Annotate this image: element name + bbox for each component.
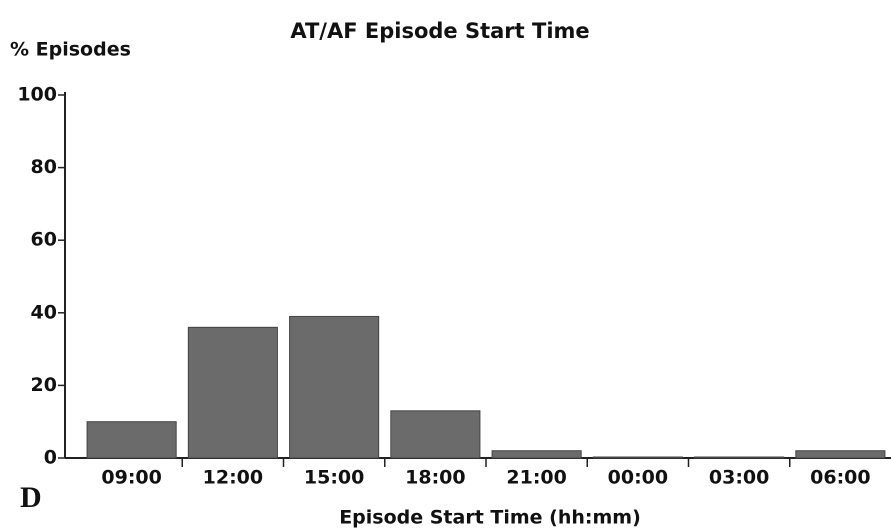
y-axis-label: % Episodes [10,39,131,61]
x-tick-label: 00:00 [608,467,668,489]
x-tick-label: 18:00 [405,467,465,489]
y-tick-label: 40 [31,301,57,323]
panel-label: D [20,481,42,514]
x-tick-label: 09:00 [101,467,161,489]
x-tick-label: 03:00 [709,467,769,489]
bar [694,456,785,459]
y-tick-label: 20 [31,374,57,396]
x-tick-label: 06:00 [810,467,870,489]
x-tick-label: 21:00 [506,467,566,489]
bar [592,456,683,459]
x-axis-label: Episode Start Time (hh:mm) [339,507,641,529]
bar [289,315,380,459]
bar [390,410,481,459]
chart-title: AT/AF Episode Start Time [290,19,589,43]
bar [86,421,177,459]
x-tick-label: 12:00 [203,467,263,489]
y-tick-label: 80 [31,156,57,178]
bar [187,326,278,459]
y-tick-label: 60 [31,229,57,251]
y-tick-label: 0 [44,447,57,469]
bar [795,450,886,459]
y-tick-label: 100 [17,84,57,106]
x-tick-label: 15:00 [304,467,364,489]
bar [491,450,582,459]
